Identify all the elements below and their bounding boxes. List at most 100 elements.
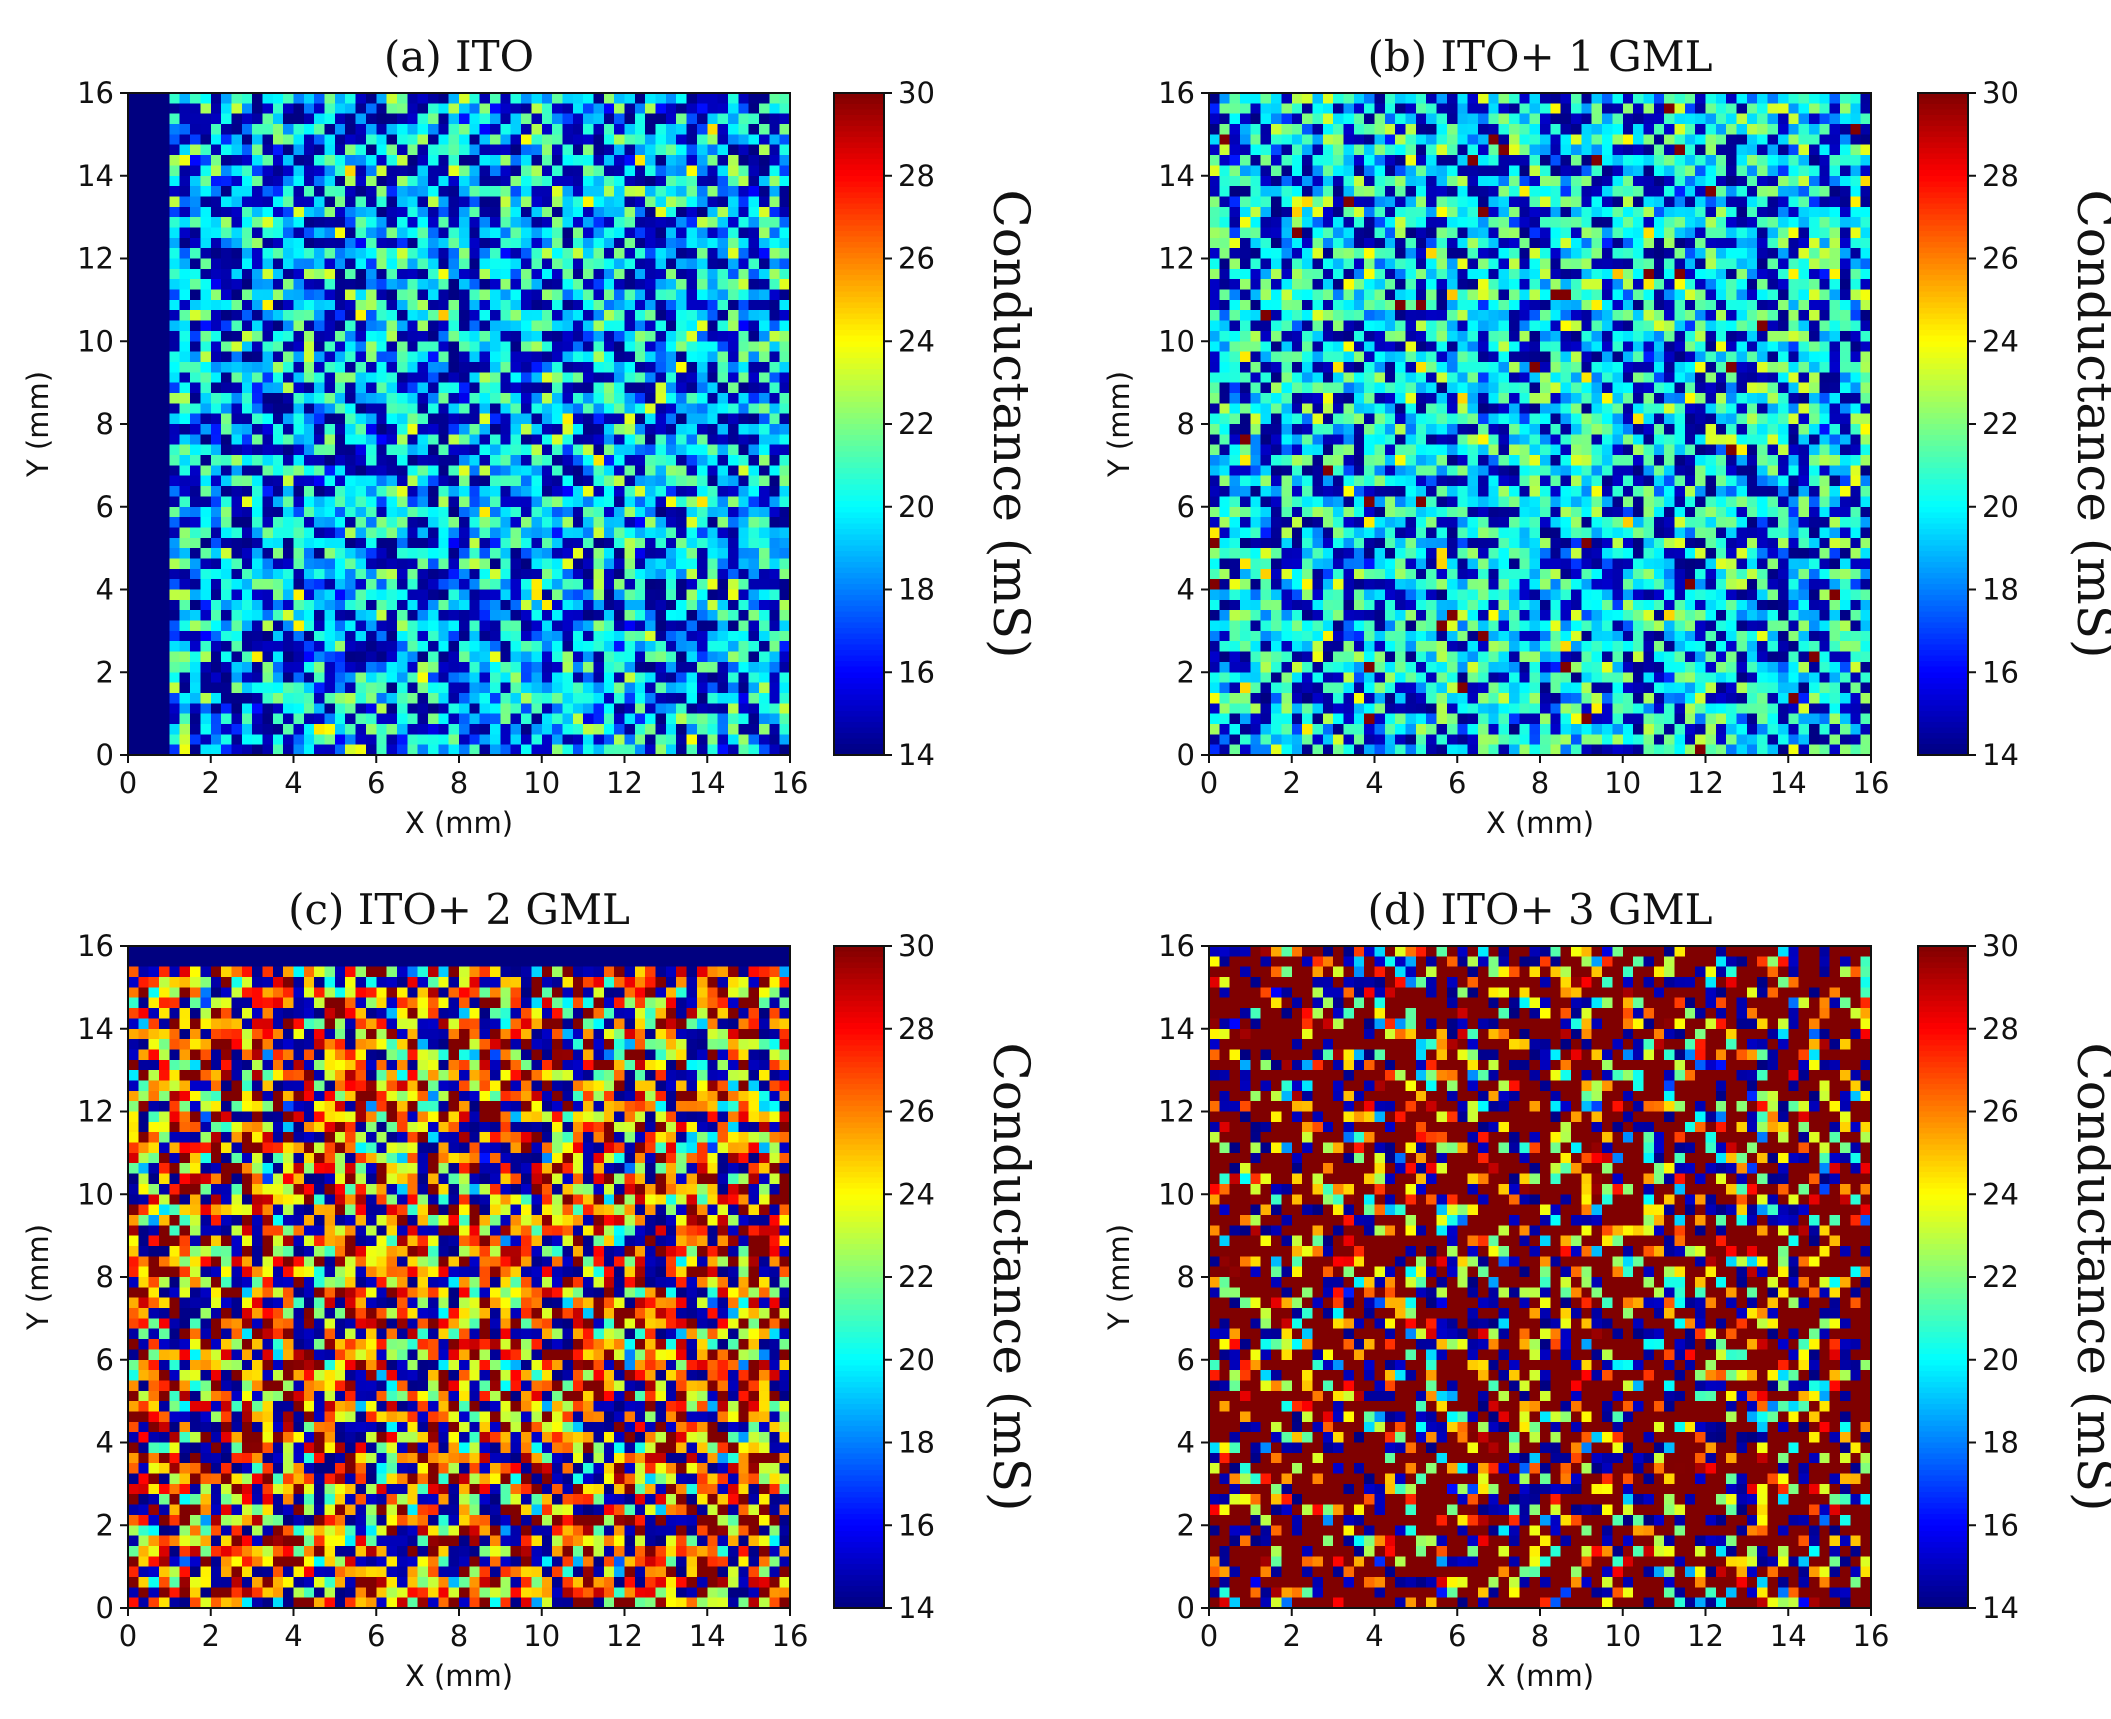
heatmap-cell — [334, 351, 346, 363]
heatmap-cell — [510, 144, 522, 156]
heatmap-cell — [128, 506, 139, 518]
heatmap-cell — [748, 517, 760, 529]
heatmap-cell — [696, 548, 708, 560]
heatmap-cell — [707, 217, 719, 229]
heatmap-cell — [676, 351, 688, 363]
heatmap-cell — [769, 651, 781, 663]
heatmap-cell — [345, 475, 357, 487]
heatmap-cell — [148, 103, 160, 115]
heatmap-cell — [334, 641, 346, 653]
heatmap-cell — [1560, 186, 1572, 198]
heatmap-cell — [655, 692, 667, 704]
heatmap-cell — [190, 258, 201, 270]
heatmap-cell — [355, 682, 367, 694]
heatmap-cell — [355, 723, 367, 735]
heatmap-cell — [748, 444, 760, 456]
heatmap-cell — [283, 113, 295, 125]
heatmap-cell — [614, 289, 626, 301]
heatmap-cell — [293, 268, 305, 280]
heatmap-cell — [510, 517, 522, 529]
heatmap-cell — [696, 289, 708, 301]
heatmap-cell — [593, 103, 605, 115]
heatmap-cell — [427, 641, 439, 653]
heatmap-cell — [707, 455, 719, 466]
heatmap-cell — [365, 692, 377, 704]
heatmap-cell — [427, 744, 439, 756]
heatmap-cell — [707, 299, 719, 311]
colorbar-segment — [834, 484, 884, 491]
heatmap-cell — [179, 537, 191, 549]
heatmap-cell — [603, 444, 615, 456]
heatmap-cell — [314, 413, 326, 425]
heatmap-cell — [500, 279, 512, 291]
heatmap-cell — [1322, 206, 1334, 218]
colorbar-segment — [834, 732, 884, 740]
heatmap-cell — [748, 692, 760, 704]
heatmap-cell — [169, 413, 181, 425]
heatmap-cell — [1726, 93, 1738, 104]
heatmap-cell — [283, 672, 295, 684]
heatmap-cell — [283, 506, 295, 518]
heatmap-cell — [676, 124, 688, 135]
heatmap-cell — [738, 279, 750, 291]
heatmap-cell — [593, 144, 605, 156]
heatmap-cell — [241, 589, 253, 601]
heatmap-cell — [231, 661, 243, 673]
heatmap-cell — [427, 279, 439, 291]
heatmap-cell — [655, 682, 667, 694]
heatmap-cell — [521, 351, 532, 363]
heatmap-cell — [1426, 144, 1438, 156]
heatmap-cell — [676, 206, 688, 218]
heatmap-cell — [221, 599, 233, 611]
heatmap-cell — [459, 455, 470, 466]
heatmap-cell — [386, 734, 398, 746]
heatmap-cell — [417, 103, 429, 115]
heatmap-cell — [427, 713, 439, 725]
heatmap-cell — [407, 258, 419, 270]
heatmap-cell — [190, 641, 201, 653]
heatmap-cell — [459, 486, 470, 497]
heatmap-cell — [1684, 175, 1696, 187]
heatmap-cell — [1653, 144, 1665, 156]
heatmap-cell — [1322, 113, 1334, 125]
heatmap-cell — [614, 382, 626, 394]
heatmap-cell — [241, 672, 253, 684]
heatmap-cell — [128, 113, 139, 125]
heatmap-cell — [252, 692, 264, 704]
heatmap-cell — [159, 744, 170, 756]
heatmap-cell — [1467, 175, 1479, 187]
heatmap-cell — [614, 424, 626, 435]
colorbar-segment — [834, 589, 884, 596]
heatmap-cell — [738, 155, 750, 166]
heatmap-cell — [1591, 175, 1603, 187]
heatmap-cell — [376, 93, 388, 104]
heatmap-cell — [634, 486, 646, 497]
heatmap-cell — [614, 248, 626, 260]
heatmap-cell — [490, 548, 501, 560]
heatmap-cell — [159, 651, 170, 663]
heatmap-cell — [479, 258, 491, 270]
heatmap-cell — [614, 589, 626, 601]
heatmap-cell — [159, 548, 170, 560]
heatmap-cell — [614, 713, 626, 725]
heatmap-cell — [717, 475, 729, 487]
heatmap-cell — [200, 124, 212, 135]
heatmap-cell — [169, 403, 181, 415]
heatmap-cell — [427, 455, 439, 466]
heatmap-cell — [531, 124, 543, 135]
heatmap-cell — [293, 496, 305, 508]
heatmap-cell — [717, 527, 729, 539]
heatmap-cell — [1477, 93, 1489, 104]
heatmap-cell — [1633, 196, 1645, 208]
heatmap-cell — [748, 341, 760, 353]
colorbar-segment — [834, 341, 884, 348]
heatmap-cell — [303, 620, 315, 632]
heatmap-cell — [1477, 113, 1489, 125]
colorbar — [834, 93, 884, 756]
heatmap-cell — [427, 196, 439, 208]
heatmap-cell — [748, 403, 760, 415]
heatmap-cell — [448, 630, 460, 642]
heatmap-cell — [427, 289, 439, 301]
heatmap-cell — [1788, 103, 1800, 115]
heatmap-cell — [293, 206, 305, 218]
